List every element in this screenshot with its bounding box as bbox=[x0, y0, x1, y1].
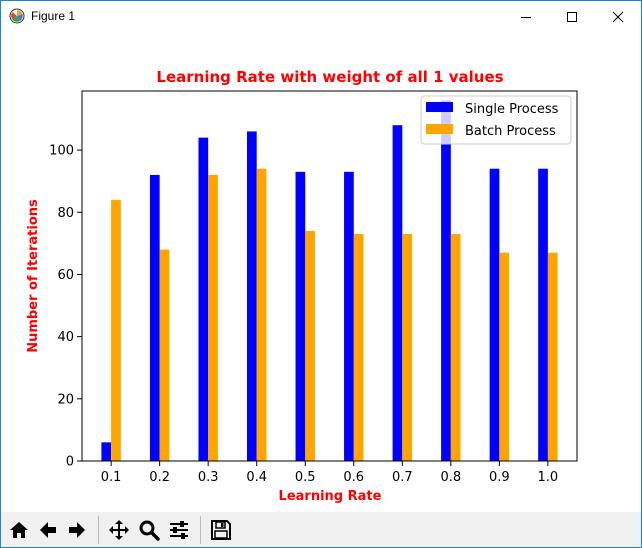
chart-title: Learning Rate with weight of all 1 value… bbox=[156, 68, 503, 86]
x-tick-label: 0.4 bbox=[246, 470, 267, 485]
x-tick-label: 0.2 bbox=[149, 470, 170, 485]
back-button[interactable] bbox=[35, 517, 61, 543]
bar-single-0.4 bbox=[247, 131, 257, 461]
bar-batch-0.6 bbox=[353, 234, 364, 461]
save-button[interactable] bbox=[208, 517, 234, 543]
y-tick-label: 20 bbox=[57, 392, 74, 407]
bar-batch-0.7 bbox=[402, 234, 412, 461]
bar-batch-0.5 bbox=[305, 230, 315, 461]
y-tick-label: 40 bbox=[57, 330, 74, 345]
x-tick-label: 0.3 bbox=[198, 470, 219, 485]
y-tick-label: 0 bbox=[66, 455, 74, 470]
x-axis: 0.1 0.2 0.3 0.4 0.5 0.6 0.7 0.8 0.9 1.0 bbox=[101, 461, 558, 485]
bar-single-1.0 bbox=[538, 168, 548, 462]
matplotlib-app-icon bbox=[9, 8, 25, 24]
bar-single-0.3 bbox=[198, 137, 209, 461]
maximize-button[interactable] bbox=[549, 1, 595, 32]
navigation-toolbar bbox=[1, 512, 641, 547]
legend-label-batch: Batch Process bbox=[465, 124, 556, 139]
y-axis-label: Number of Iterations bbox=[26, 199, 41, 353]
y-tick-label: 80 bbox=[57, 206, 74, 221]
bar-batch-1.0 bbox=[547, 252, 558, 461]
legend: Single Process Batch Process bbox=[420, 95, 572, 145]
pan-button[interactable] bbox=[106, 517, 132, 543]
bar-single-0.2 bbox=[149, 174, 160, 461]
title-bar: Figure 1 bbox=[1, 1, 641, 32]
bar-batch-0.1 bbox=[111, 199, 121, 461]
window-title: Figure 1 bbox=[31, 9, 76, 23]
x-tick-label: 0.1 bbox=[101, 470, 122, 485]
forward-button[interactable] bbox=[64, 517, 90, 543]
minimize-button[interactable] bbox=[503, 1, 549, 32]
x-tick-label: 0.6 bbox=[343, 470, 364, 485]
bar-single-0.5 bbox=[295, 171, 306, 461]
close-button[interactable] bbox=[595, 1, 641, 32]
arrow-left-icon bbox=[40, 522, 56, 538]
arrow-right-icon bbox=[69, 522, 85, 538]
x-tick-label: 0.9 bbox=[489, 470, 510, 485]
bar-batch-0.9 bbox=[499, 252, 510, 461]
x-tick-label: 0.7 bbox=[392, 470, 413, 485]
legend-swatch-single bbox=[426, 102, 453, 112]
bar-batch-0.3 bbox=[208, 174, 218, 461]
configure-subplots-button[interactable] bbox=[166, 517, 192, 543]
plot-frame bbox=[81, 90, 578, 462]
y-tick-label: 100 bbox=[49, 144, 74, 159]
maximize-icon bbox=[567, 11, 577, 22]
legend-label-single: Single Process bbox=[465, 102, 559, 117]
legend-box bbox=[420, 95, 572, 145]
bars-group bbox=[101, 100, 558, 462]
bar-chart: Learning Rate with weight of all 1 value… bbox=[26, 68, 578, 504]
x-tick-label: 0.8 bbox=[440, 470, 461, 485]
bar-single-0.9 bbox=[489, 168, 500, 462]
x-tick-label: 1.0 bbox=[538, 470, 559, 485]
bar-single-0.8 bbox=[441, 100, 451, 461]
floppy-disk-icon bbox=[211, 520, 231, 540]
y-axis: 0 20 40 60 80 100 bbox=[49, 144, 82, 470]
magnifier-icon bbox=[139, 520, 160, 541]
y-tick-label: 60 bbox=[57, 268, 74, 283]
x-axis-label: Learning Rate bbox=[279, 489, 382, 504]
bar-single-0.7 bbox=[392, 125, 403, 461]
minimize-icon bbox=[521, 16, 531, 18]
close-icon bbox=[612, 11, 624, 22]
move-icon bbox=[109, 520, 129, 540]
bar-batch-0.8 bbox=[450, 234, 461, 461]
bar-batch-0.2 bbox=[159, 249, 170, 461]
toolbar-separator bbox=[200, 516, 201, 544]
bar-batch-0.4 bbox=[256, 168, 267, 462]
bar-single-0.6 bbox=[344, 171, 354, 461]
home-icon bbox=[10, 522, 28, 538]
x-tick-label: 0.5 bbox=[295, 470, 316, 485]
figure-canvas: Learning Rate with weight of all 1 value… bbox=[1, 32, 641, 512]
home-button[interactable] bbox=[6, 517, 32, 543]
legend-swatch-batch bbox=[426, 124, 453, 134]
sliders-icon bbox=[170, 521, 188, 539]
toolbar-separator bbox=[98, 516, 99, 544]
bar-single-0.1 bbox=[101, 442, 112, 461]
zoom-button[interactable] bbox=[136, 517, 162, 543]
